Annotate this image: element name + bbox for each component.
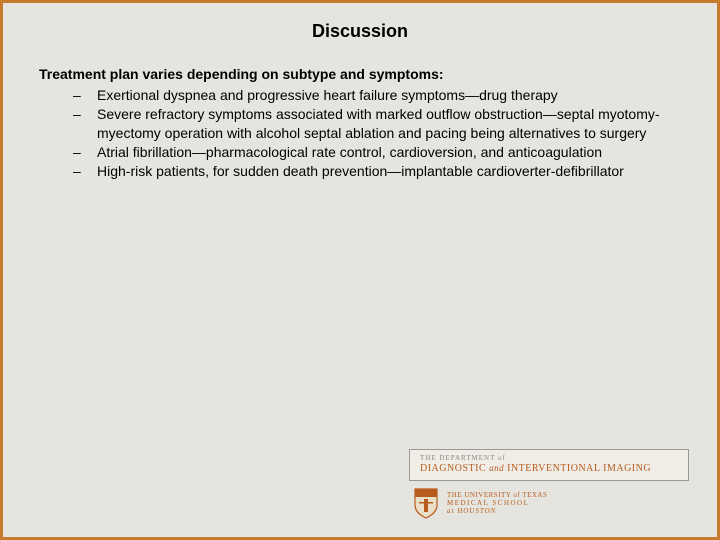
- university-row: THE UNIVERSITY of TEXAS MEDICAL SCHOOL a…: [409, 487, 689, 519]
- slide-title: Discussion: [3, 21, 717, 42]
- list-item: Exertional dyspnea and progressive heart…: [73, 86, 681, 105]
- bullet-list: Exertional dyspnea and progressive heart…: [39, 86, 681, 180]
- ut-line-1: THE UNIVERSITY of TEXAS: [447, 491, 547, 499]
- dept-prefix: THE DEPARTMENT of: [420, 454, 678, 462]
- footer-branding: THE DEPARTMENT of DIAGNOSTIC and INTERVE…: [409, 449, 689, 519]
- list-item: Atrial fibrillation—pharmacological rate…: [73, 143, 681, 162]
- shield-icon: [413, 487, 439, 519]
- list-item: High-risk patients, for sudden death pre…: [73, 162, 681, 181]
- dept-name: DIAGNOSTIC and INTERVENTIONAL IMAGING: [420, 463, 678, 474]
- ut-line-3: at HOUSTON: [447, 507, 547, 515]
- slide-content: Treatment plan varies depending on subty…: [3, 66, 717, 180]
- university-text: THE UNIVERSITY of TEXAS MEDICAL SCHOOL a…: [447, 491, 547, 515]
- intro-text: Treatment plan varies depending on subty…: [39, 66, 681, 82]
- list-item: Severe refractory symptoms associated wi…: [73, 105, 681, 143]
- department-box: THE DEPARTMENT of DIAGNOSTIC and INTERVE…: [409, 449, 689, 481]
- ut-line-2: MEDICAL SCHOOL: [447, 499, 547, 507]
